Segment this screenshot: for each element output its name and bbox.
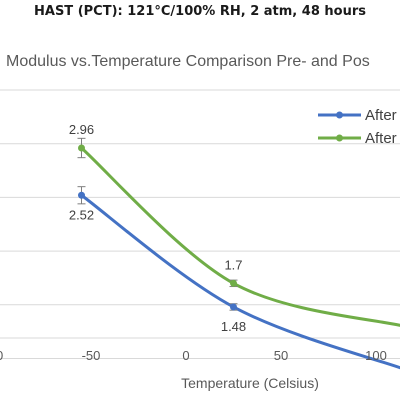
legend-marker-series-2: [336, 134, 343, 142]
data-labels: 2.52 1.48 2.96 1.7: [69, 122, 246, 334]
series-layer: [77, 137, 400, 370]
x-tick-label-4: 100: [365, 348, 387, 363]
data-label-2-1: 1.7: [224, 257, 242, 272]
x-tick-label-3: 50: [274, 348, 288, 363]
series-2-point-1: [230, 279, 237, 287]
legend-marker-series-1: [336, 111, 343, 119]
data-label-1-0: 2.52: [69, 207, 94, 222]
data-label-2-0: 2.96: [69, 122, 94, 137]
series-line-1: [80, 194, 400, 370]
series-2-point-0: [78, 144, 85, 152]
series-line-2: [80, 146, 400, 327]
x-tick-label-1: -50: [82, 348, 101, 363]
series-1-point-1: [230, 303, 237, 311]
x-tick-label-2: 0: [182, 348, 189, 363]
legend: After After: [318, 107, 397, 147]
legend-label-series-1: After: [365, 107, 397, 124]
x-tick-label-0: 00: [0, 348, 3, 363]
x-axis-title: Temperature (Celsius): [181, 375, 319, 391]
data-label-1-1: 1.48: [221, 319, 246, 334]
header-title: HAST (PCT): 121°C/100% RH, 2 atm, 48 hou…: [34, 4, 366, 19]
series-1-point-0: [78, 191, 85, 199]
x-axis-ticks: 00 -50 0 50 100: [0, 348, 387, 363]
gridlines: [0, 89, 400, 359]
legend-label-series-2: After: [365, 130, 397, 147]
chart-title: Modulus vs.Temperature Comparison Pre- a…: [6, 53, 370, 70]
